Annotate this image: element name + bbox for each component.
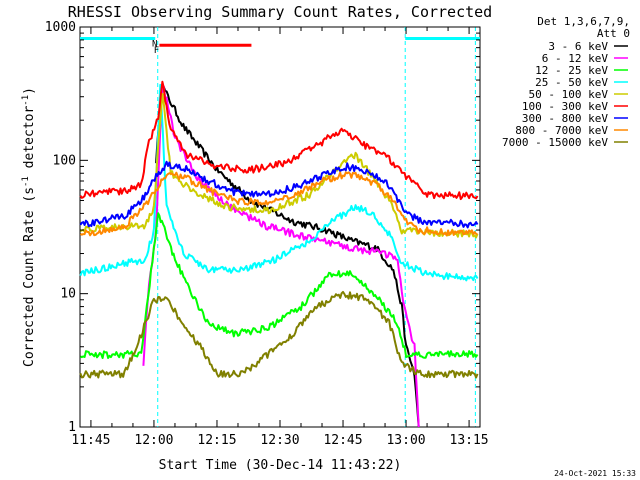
x-axis: 11:45 12:00 12:15 12:30 12:45 13:00 13:15 <box>71 27 489 448</box>
x-tick-label: 12:15 <box>197 433 236 448</box>
series-line <box>142 83 420 428</box>
chart-title: RHESSI Observing Summary Count Rates, Co… <box>68 3 492 21</box>
legend-header: Att 0 <box>597 27 630 40</box>
legend-entry-label: 7000 - 15000 keV <box>502 136 608 149</box>
legend-entry-label: 3 - 6 keV <box>548 40 608 53</box>
y-tick-label: 100 <box>53 153 76 168</box>
series-line <box>79 83 479 282</box>
series-line <box>79 171 478 237</box>
y-axis-label-part: detector <box>22 106 37 177</box>
legend-entry-label: 6 - 12 keV <box>542 52 609 65</box>
series-line <box>155 86 420 428</box>
x-tick-label: 13:00 <box>386 433 425 448</box>
legend-entry-label: 25 - 50 keV <box>535 76 608 89</box>
series-layer <box>79 80 479 428</box>
x-tick-label: 12:45 <box>323 433 362 448</box>
legend-entry-label: 100 - 300 keV <box>522 100 608 113</box>
series-line <box>79 290 479 379</box>
y-axis: 1 10 100 1000 <box>45 20 480 435</box>
y-tick-label: 1000 <box>45 20 76 35</box>
marker-layer: NF <box>80 27 480 427</box>
series-line <box>79 212 479 359</box>
series-line <box>80 93 479 239</box>
y-axis-label-sup: -1 <box>21 176 31 187</box>
y-tick-label: 10 <box>60 287 76 302</box>
footer-date: 24-Oct-2021 15:33 <box>554 469 636 478</box>
legend-header: Det 1,3,6,7,9, <box>537 15 630 28</box>
marker-label: F <box>154 46 159 56</box>
y-axis-label-part: ) <box>22 87 37 95</box>
series-line <box>79 160 479 229</box>
legend-entry-label: 300 - 800 keV <box>522 112 608 125</box>
y-axis-label-part: Corrected Count Rate (s <box>22 187 37 367</box>
y-axis-label-sup: -1 <box>21 95 31 106</box>
x-tick-label: 13:15 <box>450 433 489 448</box>
legend-entry-label: 12 - 25 keV <box>535 64 608 77</box>
series-line <box>79 80 479 201</box>
y-tick-label: 1 <box>68 420 76 435</box>
x-axis-label: Start Time (30-Dec-14 11:43:22) <box>159 458 402 473</box>
x-tick-label: 12:30 <box>260 433 299 448</box>
x-tick-label: 11:45 <box>71 433 110 448</box>
x-tick-label: 12:00 <box>134 433 173 448</box>
legend-entry-label: 50 - 100 keV <box>529 88 609 101</box>
y-axis-label: Corrected Count Rate (s-1 detector-1) <box>21 87 37 367</box>
legend-entry-label: 800 - 7000 keV <box>515 124 608 137</box>
marker-label: N <box>152 39 157 49</box>
